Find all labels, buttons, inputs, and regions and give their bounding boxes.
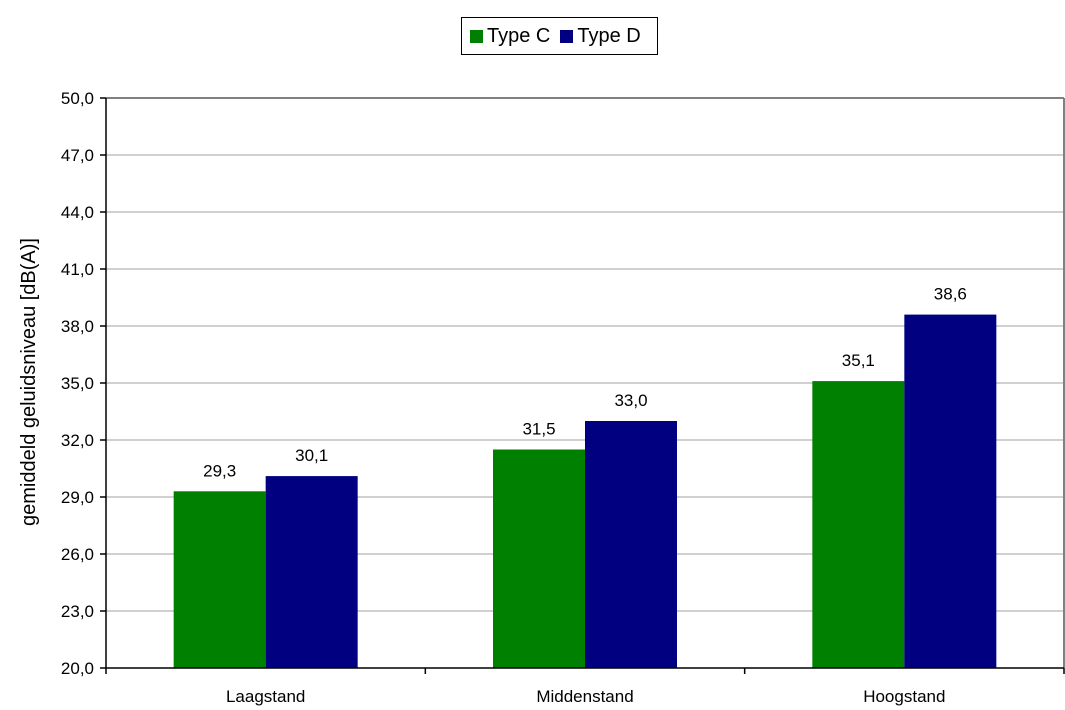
data-label: 33,0 xyxy=(614,391,647,410)
bar-type-c-hoogstand xyxy=(812,381,904,668)
x-tick-label: Laagstand xyxy=(226,687,305,706)
data-label: 35,1 xyxy=(842,351,875,370)
bar-type-d-laagstand xyxy=(266,476,358,668)
y-tick-label: 32,0 xyxy=(61,431,94,450)
x-tick-label: Middenstand xyxy=(536,687,633,706)
data-label: 31,5 xyxy=(522,420,555,439)
y-tick-label: 23,0 xyxy=(61,602,94,621)
y-tick-label: 41,0 xyxy=(61,260,94,279)
bar-type-d-middenstand xyxy=(585,421,677,668)
bar-type-c-middenstand xyxy=(493,450,585,669)
bar-type-d-hoogstand xyxy=(904,315,996,668)
y-tick-label: 20,0 xyxy=(61,659,94,678)
data-label: 30,1 xyxy=(295,446,328,465)
y-tick-label: 50,0 xyxy=(61,89,94,108)
y-tick-label: 47,0 xyxy=(61,146,94,165)
bar-type-c-laagstand xyxy=(174,491,266,668)
y-tick-label: 26,0 xyxy=(61,545,94,564)
y-tick-label: 29,0 xyxy=(61,488,94,507)
data-label: 38,6 xyxy=(934,285,967,304)
y-axis-label: gemiddeld geluidsniveau [dB(A)] xyxy=(18,238,40,526)
y-tick-label: 44,0 xyxy=(61,203,94,222)
y-tick-label: 38,0 xyxy=(61,317,94,336)
y-tick-label: 35,0 xyxy=(61,374,94,393)
data-label: 29,3 xyxy=(203,461,236,480)
x-tick-label: Hoogstand xyxy=(863,687,945,706)
